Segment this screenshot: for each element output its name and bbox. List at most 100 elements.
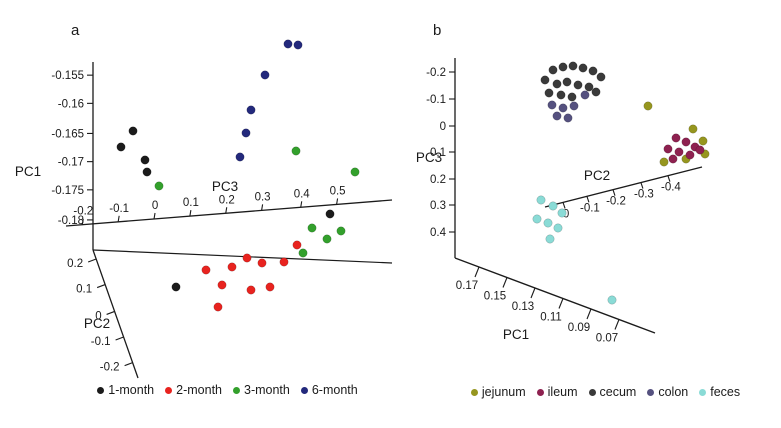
tick-label: 0.1 — [430, 147, 446, 159]
data-point-feces — [545, 234, 555, 244]
tick-mark — [153, 212, 156, 220]
tick-label: -0.1 — [109, 203, 129, 215]
tick-mark — [96, 284, 106, 289]
tick-mark — [614, 319, 620, 330]
tick-label: 0.1 — [76, 284, 92, 296]
data-point-cecum — [596, 72, 606, 82]
data-point-colon — [558, 103, 568, 113]
tick-mark — [117, 215, 120, 222]
axis-title-pc1: PC1 — [15, 164, 41, 179]
data-point-2-month — [213, 302, 223, 312]
data-point-cecum — [573, 80, 583, 90]
data-point-3-month — [298, 248, 308, 258]
legend-item-3-month: 3-month — [233, 383, 290, 397]
data-point-ileum — [681, 137, 691, 147]
data-point-colon — [569, 101, 579, 111]
tick-mark — [115, 336, 124, 341]
data-point-cecum — [584, 82, 594, 92]
data-point-6-month — [283, 39, 293, 49]
tick-label: 0 — [563, 208, 569, 220]
tick-label: 0.17 — [456, 280, 478, 292]
legend-item-jejunum: jejunum — [470, 385, 526, 399]
data-point-cecum — [548, 65, 558, 75]
axis-title-pc2: PC2 — [584, 168, 610, 183]
tick-label: -0.2 — [73, 206, 93, 218]
tick-mark — [640, 182, 644, 189]
tick-label: 0.2 — [430, 174, 446, 186]
data-point-1-month — [325, 209, 335, 219]
data-point-1-month — [116, 142, 126, 152]
data-point-3-month — [154, 181, 164, 191]
data-point-cecum — [556, 90, 566, 100]
tick-mark — [106, 310, 115, 315]
tick-label: 0.3 — [255, 191, 271, 203]
data-point-ileum — [663, 144, 673, 154]
tick-label: -0.1 — [91, 336, 111, 348]
data-point-2-month — [246, 285, 256, 295]
data-point-ileum — [695, 145, 705, 155]
tick-mark — [225, 207, 228, 214]
legend-marker-icon — [699, 388, 707, 396]
tick-label: 0 — [440, 121, 446, 133]
legend-label: feces — [710, 385, 741, 399]
data-point-colon — [580, 90, 590, 100]
tick-label: 0.2 — [67, 258, 83, 270]
data-point-3-month — [336, 226, 346, 236]
tick-mark — [189, 210, 192, 217]
data-point-cecum — [558, 62, 568, 72]
data-point-jejunum — [659, 157, 669, 167]
tick-mark — [562, 202, 566, 209]
box-edge — [92, 249, 393, 264]
data-point-feces — [607, 295, 617, 305]
legend-marker-icon — [165, 386, 173, 394]
tick-mark — [261, 204, 264, 211]
data-point-6-month — [241, 128, 251, 138]
tick-mark — [558, 298, 564, 309]
panel-label-a: a — [71, 22, 80, 39]
data-point-3-month — [307, 223, 317, 233]
data-point-2-month — [242, 253, 252, 263]
legend-label: 3-month — [244, 383, 290, 397]
data-point-colon — [563, 113, 573, 123]
data-point-6-month — [260, 70, 270, 80]
data-point-feces — [548, 201, 558, 211]
data-point-1-month — [128, 126, 138, 136]
tick-label: -0.165 — [51, 128, 84, 140]
tick-mark — [124, 362, 133, 367]
data-point-2-month — [257, 258, 267, 268]
tick-label: -0.1 — [580, 202, 600, 214]
data-point-feces — [536, 195, 546, 205]
tick-mark — [586, 196, 590, 203]
data-point-6-month — [235, 152, 245, 162]
axis-line-pc3 — [65, 199, 393, 227]
data-point-cecum — [552, 79, 562, 89]
legend-panel-b: jejunum ileum cecum colon feces — [448, 385, 763, 399]
tick-label: 0.13 — [512, 301, 534, 313]
panel-label-b: b — [433, 22, 442, 39]
axis-title-pc2: PC2 — [84, 316, 110, 331]
tick-label: 0.07 — [596, 333, 618, 345]
tick-mark — [87, 258, 97, 263]
tick-label: 0.15 — [484, 291, 506, 303]
data-point-cecum — [544, 88, 554, 98]
data-point-2-month — [227, 262, 237, 272]
data-point-1-month — [142, 167, 152, 177]
legend-item-6-month: 6-month — [300, 383, 358, 397]
tick-mark — [474, 266, 480, 278]
data-point-3-month — [350, 167, 360, 177]
data-point-cecum — [562, 77, 572, 87]
data-point-jejunum — [643, 101, 653, 111]
tick-label: 0 — [95, 310, 101, 322]
data-point-ileum — [671, 133, 681, 143]
tick-label: 0.4 — [294, 188, 311, 200]
axis-line-pc2 — [544, 166, 703, 208]
tick-mark — [336, 198, 339, 205]
data-point-cecum — [591, 87, 601, 97]
data-point-2-month — [292, 240, 302, 250]
tick-label: -0.175 — [51, 185, 84, 197]
tick-label: -0.2 — [426, 67, 446, 79]
legend-marker-icon — [470, 388, 478, 396]
data-point-2-month — [279, 257, 289, 267]
tick-label: 0.3 — [430, 200, 446, 212]
